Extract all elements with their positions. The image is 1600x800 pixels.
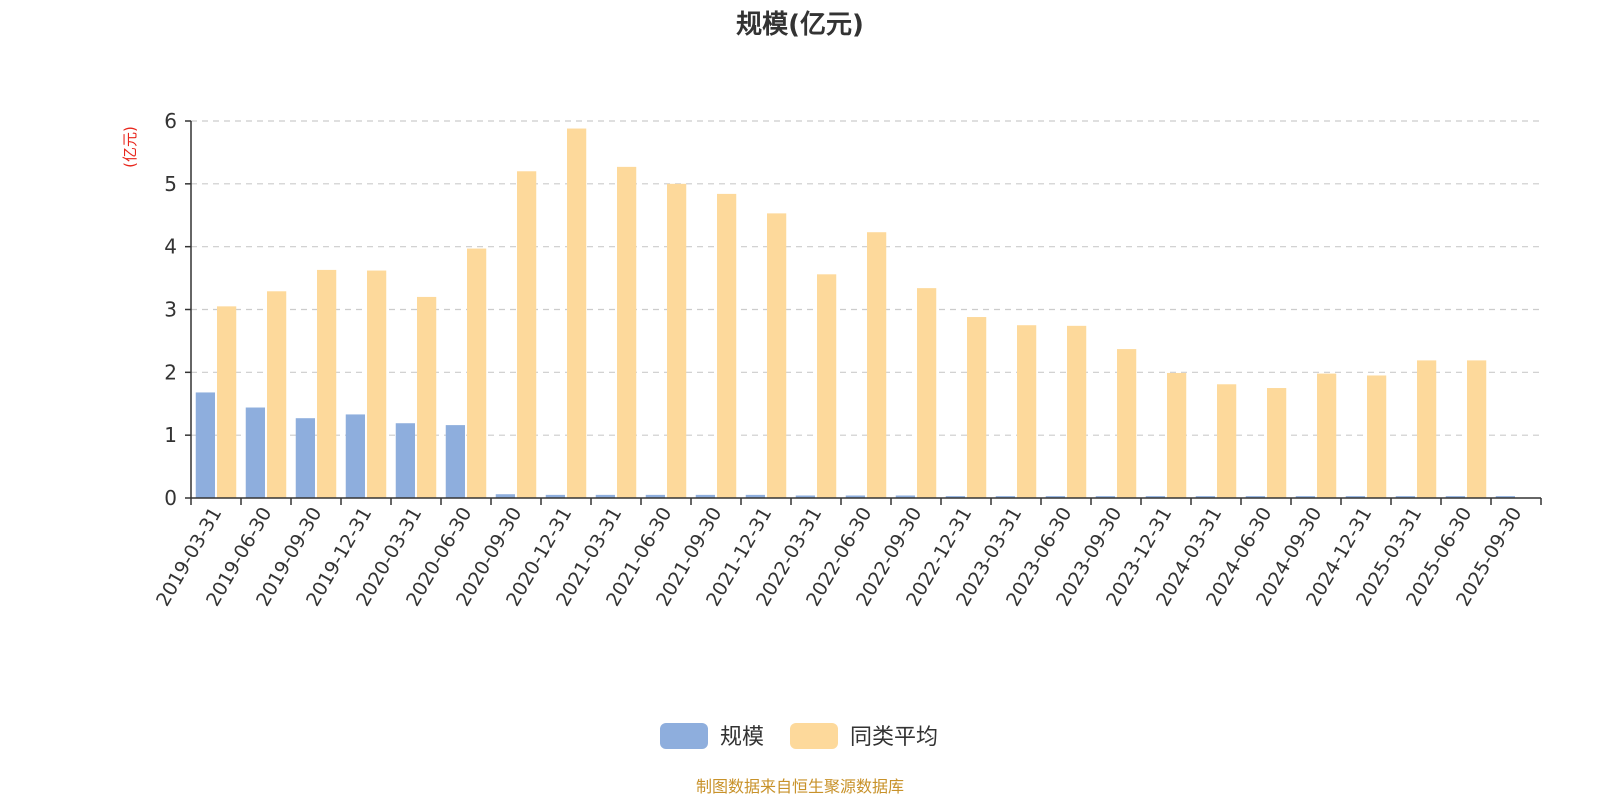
bar-category-average[interactable] (767, 213, 787, 499)
bar-scale[interactable] (1295, 496, 1315, 498)
bar-scale[interactable] (1195, 496, 1215, 498)
bar-category-average[interactable] (517, 171, 537, 498)
bar-scale[interactable] (295, 418, 315, 498)
bar-scale[interactable] (395, 423, 415, 498)
y-tick-label: 5 (164, 172, 177, 196)
bar-scale[interactable] (345, 414, 365, 498)
bar-scale[interactable] (845, 495, 865, 498)
bar-category-average[interactable] (1317, 373, 1337, 498)
bar-scale[interactable] (695, 494, 715, 498)
bar-category-average[interactable] (667, 183, 687, 499)
bar-category-average[interactable] (867, 232, 887, 498)
chart-title: 规模(亿元) (736, 10, 864, 40)
bar-scale[interactable] (1495, 496, 1515, 498)
bar-category-average[interactable] (317, 269, 337, 498)
bar-category-average[interactable] (1217, 384, 1237, 498)
bar-scale[interactable] (645, 494, 665, 498)
bar-category-average[interactable] (467, 248, 487, 498)
legend-label-scale[interactable]: 规模 (720, 725, 764, 750)
bar-scale[interactable] (1045, 496, 1065, 498)
bar-scale[interactable] (495, 494, 515, 498)
bar-scale[interactable] (895, 495, 915, 498)
bar-category-average[interactable] (967, 317, 987, 498)
bar-category-average[interactable] (1067, 325, 1087, 498)
bar-category-average[interactable] (267, 291, 287, 498)
bar-scale[interactable] (1095, 496, 1115, 498)
bar-category-average[interactable] (417, 296, 437, 498)
y-tick-label: 2 (164, 360, 177, 384)
bar-category-average[interactable] (567, 128, 587, 499)
bar-category-average[interactable] (617, 166, 637, 498)
bar-scale[interactable] (745, 494, 765, 498)
bar-category-average[interactable] (1017, 325, 1037, 498)
bar-category-average[interactable] (367, 270, 387, 498)
y-tick-label: 1 (164, 423, 177, 447)
bar-category-average[interactable] (917, 288, 937, 498)
bar-scale[interactable] (1345, 496, 1365, 498)
bar-scale[interactable] (195, 392, 215, 498)
bar-category-average[interactable] (217, 306, 237, 498)
bar-category-average[interactable] (1267, 388, 1287, 498)
bar-scale[interactable] (545, 494, 565, 498)
legend-swatch-scale[interactable] (660, 723, 708, 749)
grid-lines (191, 120, 1541, 436)
y-tick-label: 6 (164, 109, 177, 133)
bar-scale[interactable] (595, 494, 615, 498)
y-tick-label: 4 (164, 235, 177, 259)
bar-category-average[interactable] (1167, 372, 1187, 498)
legend: 规模 同类平均 (660, 723, 938, 750)
bar-scale[interactable] (995, 496, 1015, 498)
bar-category-average[interactable] (717, 193, 737, 499)
bar-category-average[interactable] (1467, 360, 1487, 498)
bar-category-average[interactable] (1367, 375, 1387, 498)
y-tick-label: 3 (164, 298, 177, 322)
bar-scale[interactable] (1445, 496, 1465, 498)
y-axis-unit-label: (亿元) (121, 126, 139, 168)
bar-scale[interactable] (245, 407, 265, 498)
legend-swatch-category-average[interactable] (790, 723, 838, 749)
bar-scale[interactable] (1245, 496, 1265, 498)
bar-category-average[interactable] (817, 274, 837, 498)
bars (195, 128, 1515, 499)
bar-scale[interactable] (445, 425, 465, 498)
data-source-note: 制图数据来自恒生聚源数据库 (696, 777, 904, 796)
bar-scale[interactable] (945, 496, 965, 498)
bar-scale[interactable] (1145, 496, 1165, 498)
y-axis-ticks: 0 1 2 3 4 5 6 (164, 109, 191, 510)
bar-category-average[interactable] (1417, 360, 1437, 498)
legend-label-category-average[interactable]: 同类平均 (850, 725, 938, 750)
x-axis-ticks: 2019-03-312019-06-302019-09-302019-12-31… (152, 498, 1542, 610)
y-tick-label: 0 (164, 486, 177, 510)
bar-category-average[interactable] (1117, 349, 1137, 498)
bar-scale[interactable] (795, 495, 815, 498)
bar-scale[interactable] (1395, 496, 1415, 498)
